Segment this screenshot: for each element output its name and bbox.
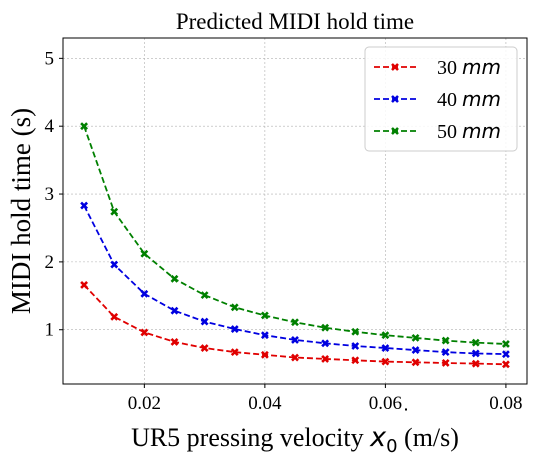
y-axis-label: MIDI hold time (s) [6,108,36,314]
data-point [291,353,299,362]
y-tick-label: 1 [45,320,55,341]
legend-label-unit: mm [462,55,501,79]
plot-series [80,122,510,369]
x-axis-label-main: UR5 pressing velocity [131,423,370,452]
data-point [321,354,330,363]
y-tick-label: 4 [45,116,55,137]
data-point [351,356,360,365]
data-point [260,331,269,340]
series-30-mm [80,281,510,369]
data-point [381,344,390,352]
data-point [471,349,480,358]
y-tick-label: 2 [45,252,55,273]
chart-title: Predicted MIDI hold time [176,9,414,34]
x-axis-label-symbol: x [369,422,387,453]
data-point [110,260,119,269]
data-point [80,281,89,289]
data-point [441,359,450,367]
x-axis-ticks: 0.02 0.04 0.06 0.08 [128,384,523,414]
data-point [230,303,239,312]
data-point [260,350,269,359]
x-axis-label-subscript: 0 [386,436,397,457]
legend-label-number: 50 [437,121,462,143]
legend-item: 40 mm [374,87,501,111]
series-line [83,205,506,355]
series-50-mm [80,122,510,348]
data-point [501,350,510,359]
y-axis-ticks: 1 2 3 4 5 [45,48,63,341]
data-point [321,339,330,348]
legend-label-number: 40 [437,89,462,111]
legend-box [364,46,518,152]
data-point [230,348,239,357]
data-point [381,331,390,340]
data-point [471,338,480,347]
x-tick-label: 0.04 [248,393,282,414]
x-tick-label: 0.06 [369,393,402,414]
data-point [291,318,299,327]
data-point [170,274,179,283]
series-line [83,284,506,366]
legend-label-number: 30 [437,57,462,79]
data-point [391,127,399,135]
data-point [140,289,149,298]
data-point [110,312,119,321]
x-axis-label-dot: ˙ [401,405,411,429]
data-point [411,358,420,367]
data-point [411,346,420,354]
data-point [441,348,450,357]
x-axis-label: UR5 pressing velocity x0 (m/s) [131,422,459,457]
data-point [260,311,269,320]
legend-label-unit: mm [462,119,501,143]
x-tick-label: 0.02 [128,393,161,414]
data-point [351,342,360,350]
data-point [391,63,399,71]
data-point [471,359,480,368]
data-point [200,344,209,352]
data-point [501,340,510,348]
data-point [291,335,299,344]
data-point [321,323,330,332]
legend-item: 50 mm [374,119,501,143]
data-point [170,306,179,315]
data-point [200,291,209,300]
legend-item: 30 mm [374,55,501,79]
x-tick-label: 0.08 [489,393,522,414]
data-point [441,336,450,345]
data-point [381,357,390,366]
data-point [351,327,360,336]
plot-frame [62,37,528,385]
legend-label-unit: mm [462,87,501,111]
data-point [80,122,89,131]
data-point [411,333,420,342]
data-point [170,338,179,346]
data-point [110,207,119,216]
series-line [83,125,506,345]
data-point [501,360,510,369]
legend-label: 40 mm [437,87,501,111]
data-point [230,325,239,333]
data-point [140,328,149,337]
legend-label: 30 mm [437,55,501,79]
y-tick-label: 5 [45,48,55,69]
legend-label: 50 mm [437,119,501,143]
series-40-mm [80,201,510,359]
data-point [140,249,149,258]
data-point [200,317,209,326]
data-point [391,95,399,103]
x-axis-label-unit: (m/s) [398,423,459,452]
y-tick-label: 3 [45,184,55,205]
data-point [80,201,89,210]
